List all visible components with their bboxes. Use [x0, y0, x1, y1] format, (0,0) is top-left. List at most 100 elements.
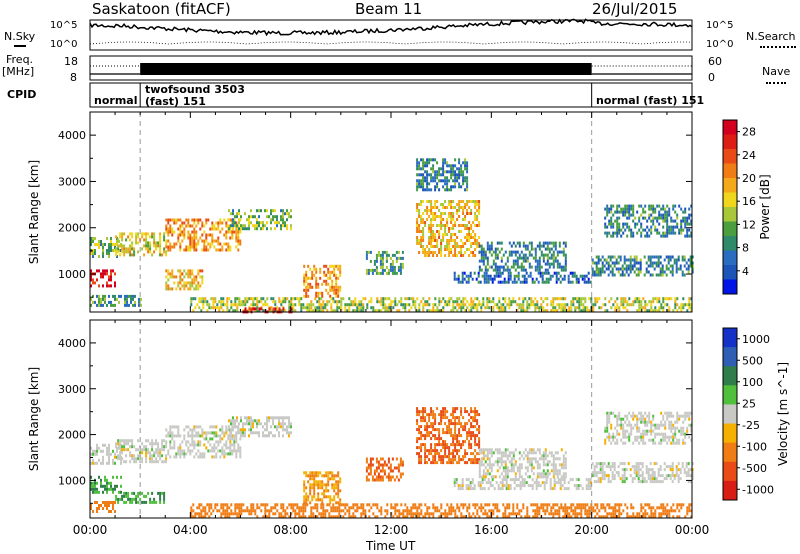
velocity-colorbar-tick-label: 1000 — [742, 333, 770, 346]
velocity-colorbar-frame — [722, 327, 738, 501]
velocity-colorbar-tick-label: 500 — [742, 354, 763, 367]
power-colorbar-swatch — [723, 265, 737, 280]
nsky-strip-frame — [89, 19, 693, 51]
x-tick-label: 04:00 — [173, 523, 208, 537]
velocity-colorbar-swatch — [723, 480, 737, 501]
cpid-segment-2-line2: (fast) 151 — [145, 95, 206, 108]
velocity-heatmap — [90, 407, 694, 519]
velocity-band-14 — [365, 457, 404, 482]
velocity-band-7 — [303, 471, 342, 505]
power-band-6 — [165, 269, 204, 291]
power-band-4 — [228, 209, 292, 231]
power-ytick-label: 2000 — [58, 222, 86, 235]
velocity-colorbar-swatch — [723, 328, 737, 348]
velocity-band-9 — [416, 407, 481, 465]
power-band-14 — [604, 204, 693, 238]
velocity-band-1 — [90, 443, 122, 465]
power-colorbar-swatch — [723, 163, 737, 179]
velocity-colorbar-swatch — [723, 347, 737, 367]
power-colorbar-swatch — [723, 250, 737, 266]
cpid-segment-2-line1: twofsound 3503 — [145, 83, 245, 96]
x-tick-label: 16:00 — [474, 523, 509, 537]
power-band-16 — [365, 250, 404, 275]
nsearch-legend-line — [760, 46, 796, 48]
velocity-colorbar-title: Velocity [m s^-1] — [776, 362, 790, 466]
power-colorbar-swatch — [723, 134, 737, 150]
velocity-colorbar-swatch — [723, 366, 737, 386]
beam-title: Beam 11 — [355, 0, 423, 18]
x-axis-label: Time UT — [366, 539, 416, 553]
velocity-ytick-label: 3000 — [58, 383, 86, 396]
velocity-colorbar-tick-label: 25 — [742, 397, 756, 410]
velocity-colorbar-swatch — [723, 385, 737, 405]
nsky-scale-top: 10^5 — [50, 20, 78, 31]
nave-label: Nave — [762, 65, 791, 78]
velocity-band-4 — [165, 425, 242, 459]
power-colorbar — [722, 119, 738, 295]
velocity-colorbar-tick-label: -25 — [742, 419, 760, 432]
power-colorbar-tick-label: 20 — [742, 172, 756, 185]
freq-scale-bottom: 8 — [70, 71, 77, 84]
x-tick-label: 08:00 — [273, 523, 308, 537]
power-colorbar-swatch — [723, 149, 737, 164]
power-ytick-label: 4000 — [58, 129, 86, 142]
velocity-colorbar — [722, 327, 738, 501]
cpid-label: CPID — [7, 88, 37, 101]
velocity-band-2 — [115, 491, 166, 504]
power-band-8 — [190, 297, 693, 313]
power-colorbar-swatch — [723, 221, 737, 237]
power-colorbar-tick-label: 4 — [742, 265, 749, 278]
nave-legend-line — [766, 82, 786, 84]
velocity-band-0 — [90, 475, 122, 494]
power-band-1 — [90, 237, 122, 258]
power-band-3 — [165, 218, 242, 252]
power-band-5 — [90, 294, 142, 307]
power-colorbar-tick-label: 24 — [742, 149, 756, 162]
velocity-y-axis-title: Slant Range [km] — [27, 367, 41, 471]
velocity-band-8 — [190, 503, 693, 519]
power-colorbar-swatch — [723, 279, 737, 295]
velocity-band-6 — [90, 501, 116, 513]
velocity-colorbar-swatch — [723, 461, 737, 482]
nave-scale-top: 60 — [708, 55, 722, 68]
power-band-13 — [591, 255, 694, 277]
velocity-colorbar-tick-label: -500 — [742, 462, 767, 475]
power-colorbar-title: Power [dB] — [758, 174, 772, 239]
velocity-colorbar-swatch — [723, 423, 737, 444]
x-tick-label: 00:00 — [73, 523, 108, 537]
nsearch-label: N.Search — [746, 30, 796, 43]
power-colorbar-swatch — [723, 178, 737, 193]
velocity-colorbar-tick-label: 100 — [742, 376, 763, 389]
power-colorbar-frame — [722, 119, 738, 295]
power-colorbar-swatch — [723, 120, 737, 135]
power-band-12 — [453, 271, 592, 284]
cpid-segment-3: normal (fast) 151 — [596, 94, 705, 107]
velocity-colorbar-swatch — [723, 404, 737, 425]
velocity-band-13 — [604, 411, 693, 445]
power-colorbar-swatch — [723, 236, 737, 251]
power-band-10 — [416, 200, 481, 257]
velocity-colorbar-tick-label: -100 — [742, 440, 767, 453]
power-y-axis-title: Slant Range [km] — [27, 160, 41, 264]
x-tick-label: 12:00 — [374, 523, 409, 537]
velocity-colorbar-swatch — [723, 442, 737, 463]
power-colorbar-tick-label: 28 — [742, 126, 756, 139]
station-title: Saskatoon (fitACF) — [92, 0, 231, 18]
freq-trace-fast — [140, 63, 592, 75]
power-ytick-label: 1000 — [58, 268, 86, 281]
freq-strip-frame — [89, 55, 693, 81]
x-tick-label: 00:00 — [675, 523, 710, 537]
velocity-colorbar-tick-label: -1000 — [742, 483, 774, 496]
nsky-scale-bottom: 10^0 — [50, 39, 78, 50]
velocity-ytick-label: 1000 — [58, 474, 86, 487]
nsky-trace — [89, 18, 693, 37]
x-tick-label: 20:00 — [574, 523, 609, 537]
power-band-15 — [416, 158, 469, 192]
nave-scale-bottom: 0 — [708, 71, 715, 84]
nsearch-scale-bottom: 10^0 — [706, 39, 734, 50]
power-band-2 — [115, 232, 168, 257]
freq-label-1: Freq. — [6, 53, 34, 66]
velocity-band-3 — [115, 439, 168, 464]
nsearch-trace — [89, 41, 693, 45]
